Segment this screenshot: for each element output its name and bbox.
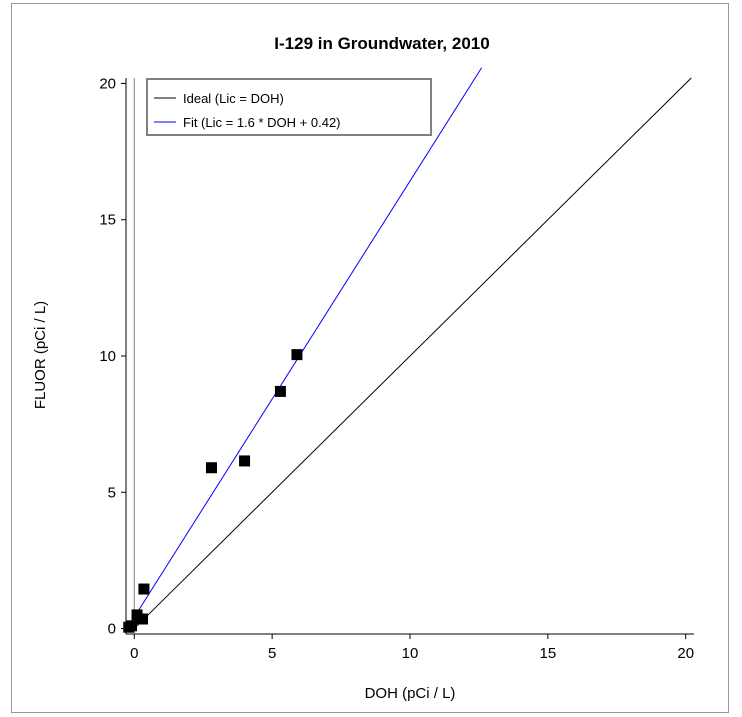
y-axis-label: FLUOR (pCi / L) [32, 301, 49, 409]
legend-box [146, 78, 432, 136]
data-point [138, 583, 150, 595]
data-point [291, 349, 303, 361]
x-tick-label: 5 [268, 645, 276, 662]
data-point [205, 462, 217, 474]
data-point [274, 385, 286, 397]
x-tick-label: 15 [540, 645, 557, 662]
x-axis-label: DOH (pCi / L) [365, 685, 456, 702]
data-point [131, 609, 143, 621]
x-tick-label: 20 [677, 645, 694, 662]
fit-line [133, 67, 483, 618]
y-tick-label: 20 [99, 75, 116, 92]
data-point [126, 620, 138, 632]
chart-title: I-129 in Groundwater, 2010 [274, 34, 489, 53]
y-tick-label: 10 [99, 348, 116, 365]
x-tick-label: 0 [130, 645, 138, 662]
legend-label: Fit (Lic = 1.6 * DOH + 0.42) [183, 115, 341, 130]
axes: 0 5 10 15 20 0 5 10 15 20 [99, 75, 694, 662]
ideal-line [133, 77, 692, 629]
data-point [137, 613, 149, 625]
data-point [239, 455, 251, 467]
y-tick-label: 0 [108, 621, 116, 638]
y-tick-label: 5 [108, 484, 116, 501]
y-tick-label: 15 [99, 212, 116, 229]
data-points [123, 349, 303, 633]
reference-lines [133, 67, 692, 629]
legend-label: Ideal (Lic = DOH) [183, 91, 284, 106]
legend: Ideal (Lic = DOH) Fit (Lic = 1.6 * DOH + … [146, 78, 432, 136]
x-tick-label: 10 [402, 645, 419, 662]
